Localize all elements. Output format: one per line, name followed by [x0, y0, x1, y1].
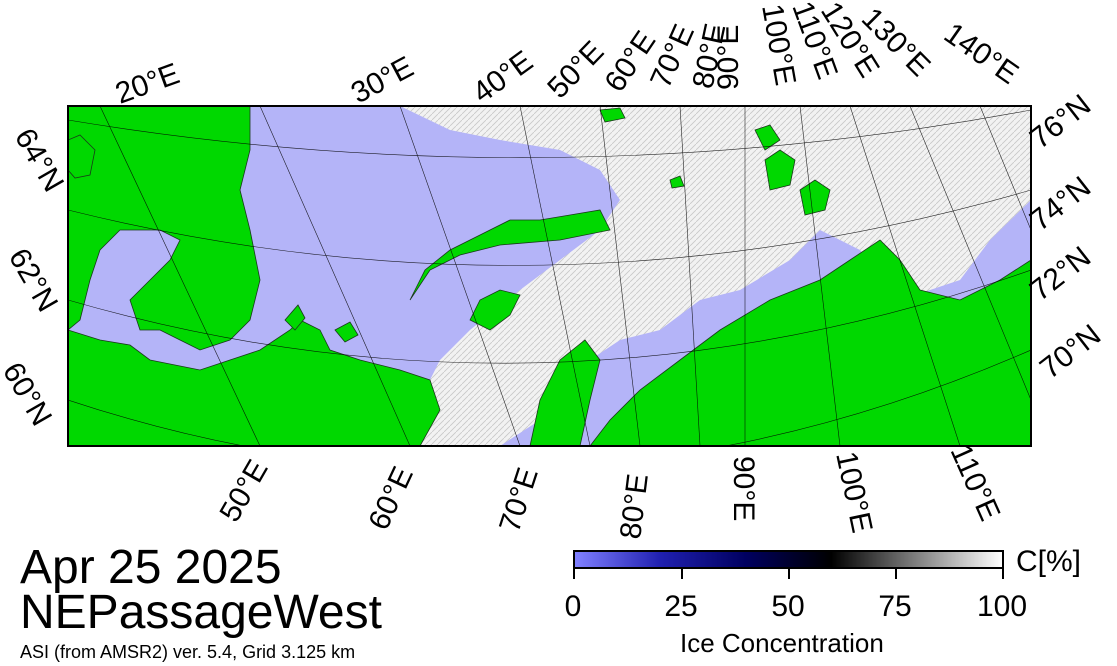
lat-label-left: 62°N — [2, 243, 64, 318]
lon-label-bottom: 60°E — [362, 462, 420, 535]
lon-label-bottom: 50°E — [213, 454, 274, 527]
land-mass — [68, 106, 1031, 446]
lon-label-top: 140°E — [938, 17, 1024, 91]
map-frame — [67, 105, 1032, 447]
colorbar-tick-label: 25 — [664, 590, 698, 623]
colorbar-tick-label: 100 — [976, 590, 1028, 623]
colorbar-tick — [1002, 569, 1004, 579]
colorbar-unit: C[%] — [1016, 545, 1082, 578]
lon-label-top: 20°E — [111, 57, 184, 110]
colorbar-tick-label: 0 — [564, 590, 582, 623]
colorbar-tick — [573, 569, 575, 579]
colorbar-tick — [681, 569, 683, 579]
graticule — [68, 106, 1031, 446]
colorbar — [573, 550, 1004, 569]
lon-label-bottom: 80°E — [614, 472, 655, 541]
lon-label-bottom: 70°E — [493, 464, 545, 536]
lat-label-right: 76°N — [1024, 88, 1097, 155]
lat-label-right: 72°N — [1024, 240, 1097, 307]
lat-label-left: 64°N — [8, 123, 70, 198]
lon-label-bottom: 110°E — [944, 439, 1007, 525]
lat-label-right: 70°N — [1034, 318, 1107, 385]
lon-label-bottom: 100°E — [829, 449, 878, 536]
colorbar-tick — [788, 569, 790, 579]
colorbar-title: Ice Concentration — [680, 628, 884, 658]
colorbar-tick — [895, 569, 897, 579]
sea-ice — [400, 106, 1031, 446]
lat-label-left: 60°N — [0, 357, 58, 432]
lon-label-top: 50°E — [541, 35, 610, 105]
map-source: ASI (from AMSR2) ver. 5.4, Grid 3.125 km — [20, 642, 356, 662]
lon-label-top: 40°E — [467, 45, 539, 110]
lat-label-right: 74°N — [1024, 170, 1097, 237]
map-date: Apr 25 2025 — [20, 541, 282, 594]
lon-label-top: 90°E — [712, 25, 745, 90]
colorbar-tick-label: 75 — [878, 590, 912, 623]
lon-label-bottom: 90°E — [727, 456, 760, 521]
map-region: NEPassageWest — [20, 586, 382, 639]
lon-label-top: 30°E — [346, 50, 419, 110]
colorbar-tick-label: 50 — [771, 590, 805, 623]
